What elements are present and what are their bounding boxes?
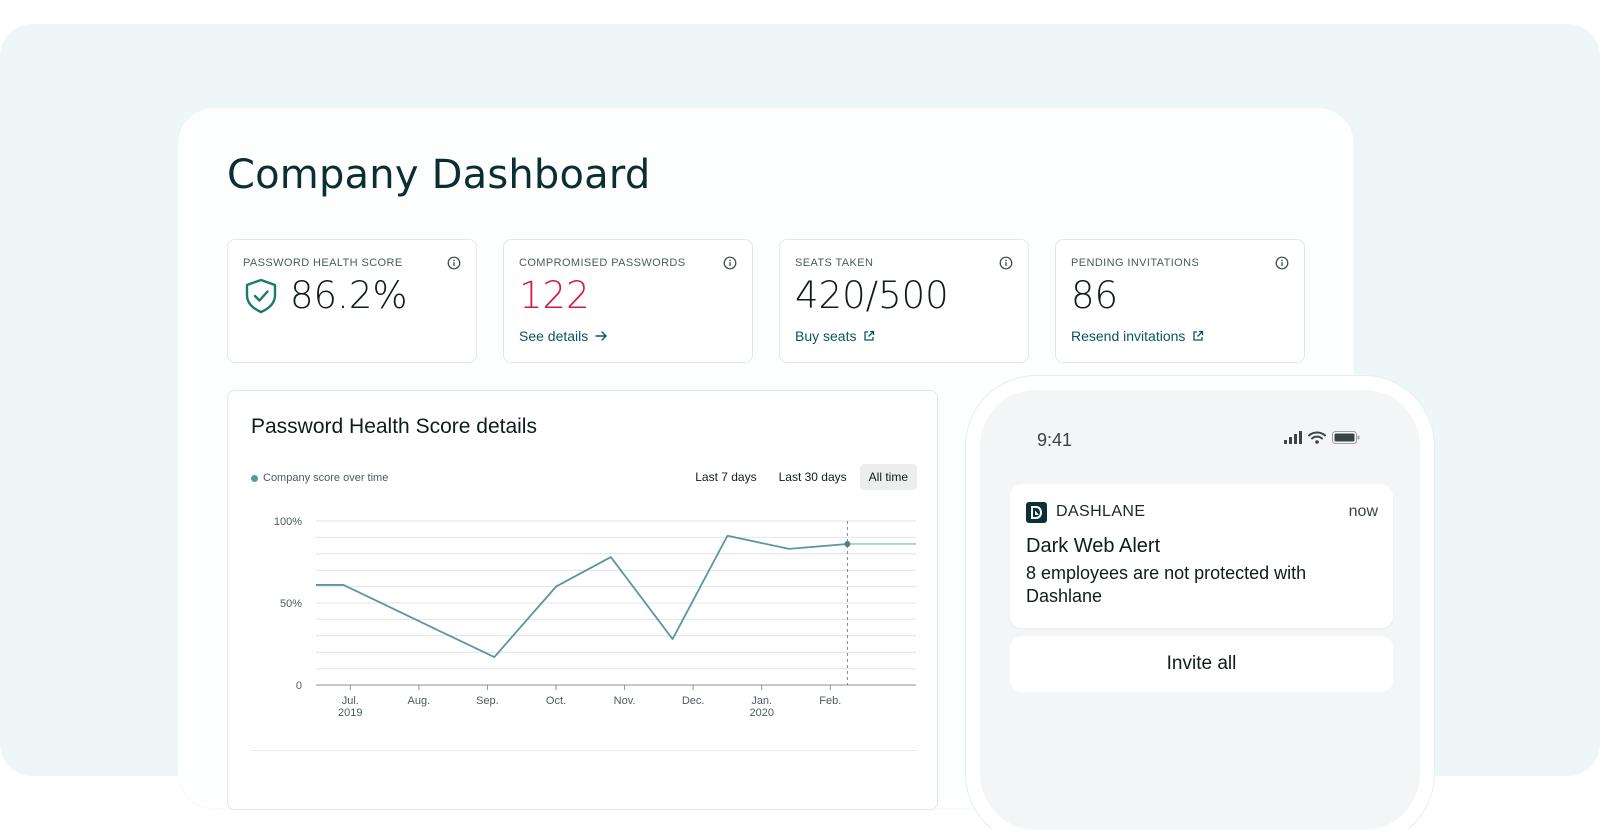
x-tick-sublabel: 2020 xyxy=(749,707,773,719)
x-tick-sublabel: 2019 xyxy=(338,707,362,719)
password-health-score-value: 86.2% xyxy=(290,274,408,317)
tab-last-7-days[interactable]: Last 7 days xyxy=(686,464,765,490)
notification-time: now xyxy=(1348,503,1378,520)
wifi-icon xyxy=(1308,431,1326,444)
info-icon[interactable] xyxy=(723,256,737,270)
resend-invitations-label: Resend invitations xyxy=(1071,328,1186,344)
shield-check-icon xyxy=(245,278,277,314)
chart-title: Password Health Score details xyxy=(251,415,537,438)
phone-clock: 9:41 xyxy=(1037,430,1073,450)
see-details-label: See details xyxy=(519,328,589,344)
stat-card-compromised-passwords: COMPROMISED PASSWORDS 122 See details xyxy=(503,239,753,363)
chart-legend: Company score over time xyxy=(251,472,388,484)
battery-icon xyxy=(1332,431,1360,444)
y-tick-label: 50% xyxy=(280,598,302,610)
tab-last-30-days[interactable]: Last 30 days xyxy=(770,464,856,490)
x-tick-label: Oct. xyxy=(546,695,566,707)
info-icon[interactable] xyxy=(1275,256,1289,270)
x-tick-label: Sep. xyxy=(476,695,499,707)
stat-card-pending-invitations: PENDING INVITATIONS 86 Resend invitation… xyxy=(1055,239,1305,363)
notification-app-name: DASHLANE xyxy=(1056,503,1146,520)
x-tick-label: Feb. xyxy=(819,695,841,707)
x-tick-label: Jan. xyxy=(751,695,772,707)
notification-body: 8 employees are not protected with Dashl… xyxy=(1026,563,1307,606)
x-tick-label: Aug. xyxy=(408,695,431,707)
line-chart: 100% 50% 0 Jul.2019 Aug. Sep. Oct. Nov. Dec. Jan.… xyxy=(274,516,916,719)
resend-invitations-link[interactable]: Resend invitations xyxy=(1071,328,1205,344)
x-tick-label: Jul. xyxy=(342,695,359,707)
arrow-right-icon xyxy=(595,331,607,341)
external-link-icon xyxy=(864,330,875,341)
current-score-point xyxy=(844,540,851,547)
phone-mockup: 9:41 DASHLANE now Dark Web Alert 8 emplo… xyxy=(980,390,1420,830)
stat-card-password-health: PASSWORD HEALTH SCORE 86.2% xyxy=(227,239,477,363)
x-tick-label: Nov. xyxy=(614,695,636,707)
stat-label: SEATS TAKEN xyxy=(795,257,874,269)
page-title: Company Dashboard xyxy=(227,152,651,198)
compromised-passwords-value: 122 xyxy=(519,274,590,317)
password-health-chart-card: Password Health Score details Company sc… xyxy=(227,390,938,810)
status-bar-icons xyxy=(1284,431,1360,444)
y-tick-label: 100% xyxy=(274,516,302,528)
cellular-signal-icon xyxy=(1284,431,1302,444)
pending-invitations-value: 86 xyxy=(1071,274,1119,317)
info-icon[interactable] xyxy=(447,256,461,270)
see-details-link[interactable]: See details xyxy=(519,328,608,344)
stat-card-seats-taken: SEATS TAKEN 420/500 Buy seats xyxy=(779,239,1029,363)
buy-seats-label: Buy seats xyxy=(795,328,857,344)
y-tick-label: 0 xyxy=(296,680,302,692)
buy-seats-link[interactable]: Buy seats xyxy=(795,328,876,344)
stat-label: PASSWORD HEALTH SCORE xyxy=(243,257,403,269)
x-tick-label: Dec. xyxy=(682,695,705,707)
legend-label: Company score over time xyxy=(263,472,389,484)
time-range-tabs: Last 7 days Last 30 days All time xyxy=(686,464,917,490)
tab-all-time[interactable]: All time xyxy=(859,464,917,490)
series-line-company-score xyxy=(316,534,848,659)
push-notification[interactable]: DASHLANE now Dark Web Alert 8 employees … xyxy=(1010,484,1393,628)
info-icon[interactable] xyxy=(999,256,1013,270)
stat-label: PENDING INVITATIONS xyxy=(1071,257,1200,269)
legend-dot xyxy=(251,474,258,482)
seats-taken-value: 420/500 xyxy=(795,274,949,317)
invite-all-button[interactable]: Invite all xyxy=(1010,636,1393,692)
external-link-icon xyxy=(1193,330,1204,341)
divider xyxy=(251,750,917,751)
dashlane-logo-icon xyxy=(1026,502,1047,523)
notification-title: Dark Web Alert xyxy=(1026,535,1161,557)
stat-label: COMPROMISED PASSWORDS xyxy=(519,257,686,269)
